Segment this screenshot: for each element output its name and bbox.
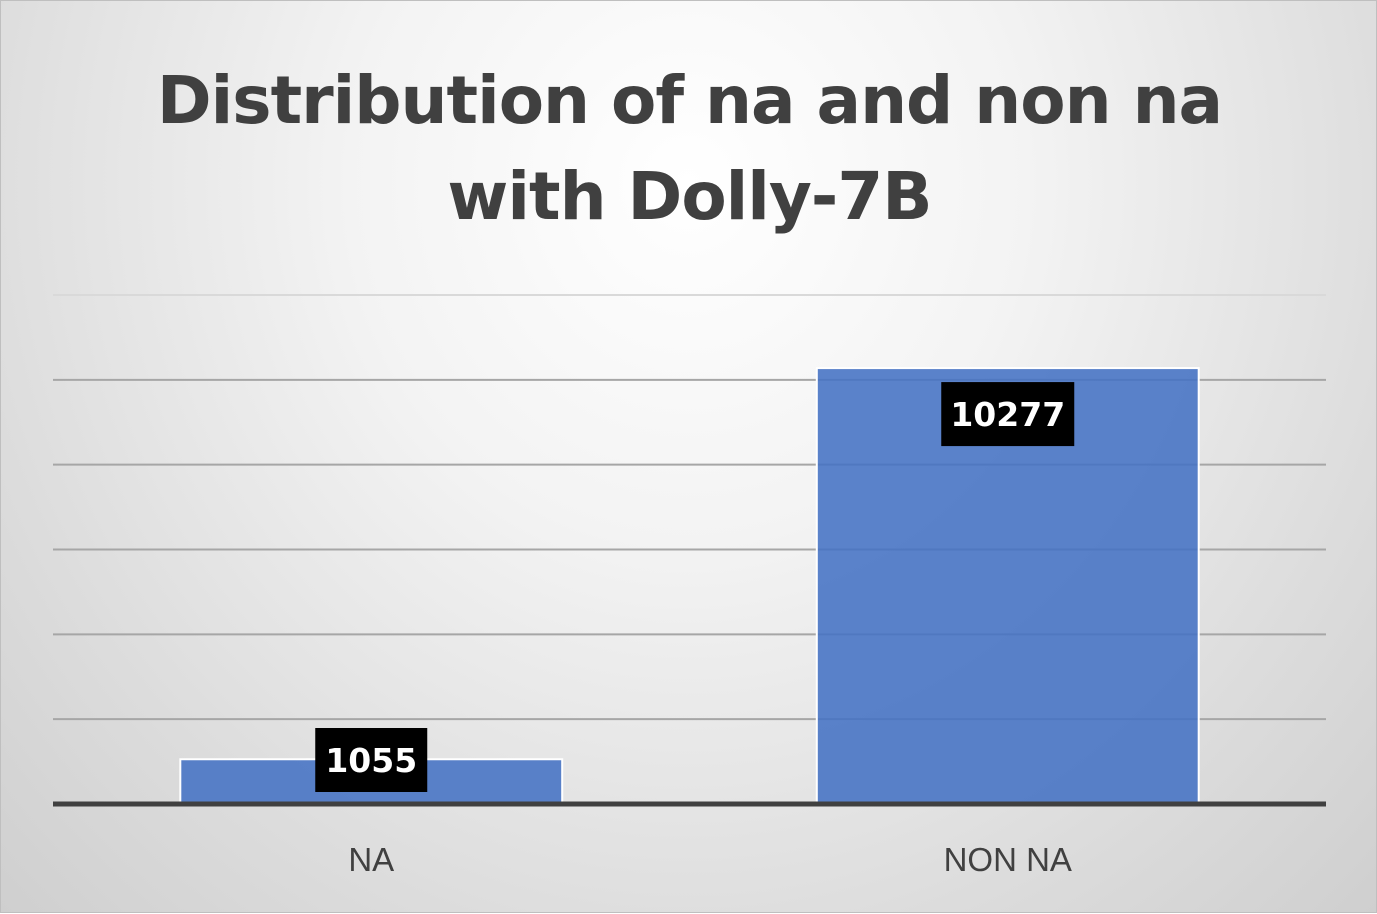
chart-title-line-2: with Dolly-7B bbox=[447, 158, 932, 235]
x-tick-label: NON NA bbox=[944, 841, 1072, 878]
data-label-box bbox=[315, 728, 428, 792]
x-tick-label: NA bbox=[348, 841, 394, 878]
data-label: 1055 bbox=[325, 741, 417, 780]
chart-title-line-1: Distribution of na and non na bbox=[156, 62, 1223, 139]
data-label: 10277 bbox=[950, 395, 1065, 434]
data-label-box bbox=[941, 382, 1075, 447]
chart-title: Distribution of na and non na with Dolly-… bbox=[1, 53, 1377, 245]
